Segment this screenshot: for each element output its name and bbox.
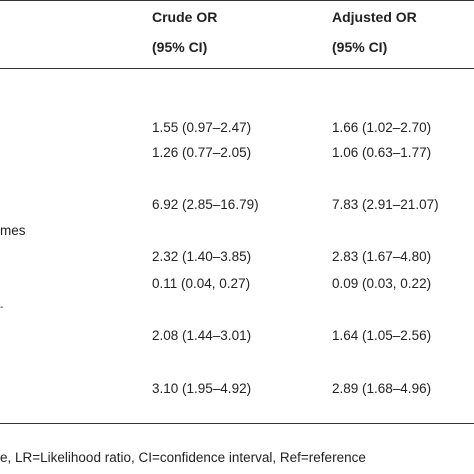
- header-bottom-rule: [0, 68, 474, 69]
- crude-or-cell: 2.32 (1.40–3.85): [152, 249, 252, 264]
- crude-or-cell: 1.55 (0.97–2.47): [152, 120, 252, 135]
- adjusted-or-cell: 2.83 (1.67–4.80): [332, 249, 432, 264]
- crude-or-cell: 6.92 (2.85–16.79): [152, 197, 259, 212]
- adjusted-or-cell: 1.66 (1.02–2.70): [332, 120, 432, 135]
- crude-or-cell: 2.08 (1.44–3.01): [152, 328, 252, 343]
- adjusted-or-cell: 0.09 (0.03, 0.22): [332, 276, 432, 291]
- table-bottom-rule: [0, 423, 474, 424]
- crude-or-cell: 1.26 (0.77–2.05): [152, 145, 252, 160]
- adjusted-or-cell: 7.83 (2.91–21.07): [332, 197, 439, 212]
- crude-or-cell: 0.11 (0.04, 0.27): [152, 276, 251, 291]
- adjusted-or-ci-header: (95% CI): [332, 39, 388, 55]
- adjusted-or-cell: 1.06 (0.63–1.77): [332, 145, 432, 160]
- row-label-fragment: mes: [0, 223, 26, 238]
- adjusted-or-cell: 2.89 (1.68–4.96): [332, 381, 432, 396]
- adjusted-or-header: Adjusted OR: [332, 9, 417, 25]
- crude-or-cell: 3.10 (1.95–4.92): [152, 381, 252, 396]
- table-top-rule: [0, 0, 474, 1]
- row-label-fragment: -: [0, 302, 4, 313]
- crude-or-header: Crude OR: [152, 9, 218, 25]
- adjusted-or-cell: 1.64 (1.05–2.56): [332, 328, 432, 343]
- crude-or-ci-header: (95% CI): [152, 39, 208, 55]
- table-footnote: e, LR=Likelihood ratio, CI=confidence in…: [0, 450, 366, 465]
